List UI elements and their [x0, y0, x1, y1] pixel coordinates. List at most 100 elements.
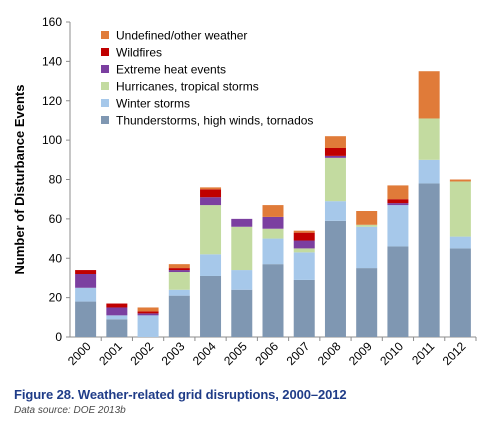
bar-segment: [262, 228, 284, 239]
bar-segment: [262, 205, 284, 217]
figure-caption: Figure 28. Weather-related grid disrupti…: [14, 387, 347, 402]
bar-segment: [168, 272, 190, 290]
bar-segment: [324, 136, 346, 148]
y-tick-label: 140: [42, 54, 62, 68]
x-tick-label: 2004: [190, 339, 219, 368]
bar-segment: [75, 287, 97, 302]
x-tick-label: 2002: [127, 339, 156, 368]
bar-segment: [449, 248, 471, 337]
bar-segment: [168, 270, 190, 273]
bar-segment: [356, 268, 378, 337]
bar-segment: [106, 319, 128, 337]
bar-segment: [262, 238, 284, 265]
bar-segment: [387, 203, 409, 206]
x-tick-label: 2011: [409, 339, 437, 367]
bar-segment: [293, 232, 315, 241]
x-tick-label: 2012: [440, 339, 469, 368]
legend-label: Winter storms: [116, 97, 190, 111]
bar-segment: [137, 315, 159, 337]
bar-segment: [356, 226, 378, 269]
bar-segment: [387, 246, 409, 337]
x-tick-label: 2010: [377, 339, 406, 368]
x-tick-label: 2006: [252, 339, 281, 368]
bar-segment: [418, 183, 440, 337]
bar-segment: [75, 270, 97, 274]
bar-segment: [293, 230, 315, 233]
y-tick-label: 60: [49, 212, 63, 226]
bar-segment: [418, 71, 440, 119]
legend-swatch: [101, 116, 109, 124]
bar-segment: [418, 159, 440, 184]
y-axis-title: Number of Disturbance Events: [12, 85, 27, 275]
bar-segment: [168, 295, 190, 337]
bar-segment: [293, 248, 315, 253]
legend-label: Extreme heat events: [116, 63, 226, 77]
bar-segment: [356, 211, 378, 225]
legend-label: Undefined/other weather: [116, 29, 247, 43]
x-tick-label: 2000: [65, 339, 94, 368]
bar-segment: [168, 268, 190, 271]
bar-segment: [200, 254, 222, 276]
legend-swatch: [101, 48, 109, 56]
stacked-bar-chart: 0 20 40 60 80 100 120 140 160 Number of Disturban…: [12, 15, 477, 368]
bar-segment: [293, 279, 315, 337]
bar-segment: [449, 181, 471, 237]
legend-swatch: [101, 65, 109, 73]
bar-segment: [324, 155, 346, 158]
bar-segment: [262, 216, 284, 229]
y-tick-label: 160: [42, 15, 62, 29]
y-tick-label: 20: [49, 291, 63, 305]
bar-segment: [324, 148, 346, 156]
bar-segment: [418, 118, 440, 160]
bar-segment: [231, 218, 253, 227]
bar-segment: [387, 185, 409, 200]
bar-segment: [137, 307, 159, 312]
bar-segment: [75, 274, 97, 288]
x-tick-label: 2007: [284, 339, 313, 368]
bar-segment: [200, 189, 222, 198]
bar-segment: [137, 313, 159, 316]
y-tick-label: 0: [55, 330, 62, 344]
data-source-note: Data source: DOE 2013b: [14, 405, 126, 416]
bar-segment: [262, 264, 284, 337]
bar-segment: [75, 301, 97, 337]
bar-segment: [106, 315, 128, 320]
bar-segment: [137, 311, 159, 314]
x-tick-label: 2009: [346, 339, 375, 368]
chart-area: 0 20 40 60 80 100 120 140 160 Number of Disturban…: [12, 15, 477, 368]
bar-segment: [324, 220, 346, 337]
bar-segment: [293, 252, 315, 280]
x-tick-label: 2008: [315, 339, 344, 368]
bar-segment: [200, 205, 222, 255]
legend-label: Thunderstorms, high winds, tornados: [116, 114, 313, 128]
y-tick-label: 100: [42, 133, 62, 147]
bar-segment: [200, 197, 222, 206]
bar-segment: [106, 303, 128, 308]
bar-segment: [231, 226, 253, 271]
bar-segment: [231, 289, 253, 337]
x-tick-label: 2005: [221, 339, 250, 368]
bar-segment: [449, 179, 471, 182]
bar-segment: [106, 307, 128, 316]
bar-segment: [168, 264, 190, 269]
legend-label: Hurricanes, tropical storms: [116, 80, 259, 94]
bar-segment: [324, 201, 346, 221]
bar-segment: [324, 157, 346, 202]
bar-segment: [387, 199, 409, 204]
legend-swatch: [101, 82, 109, 90]
legend-swatch: [101, 31, 109, 39]
bar-segment: [449, 236, 471, 249]
y-tick-label: 120: [42, 94, 62, 108]
y-tick-label: 80: [49, 173, 63, 187]
x-tick-label: 2001: [96, 339, 125, 368]
y-tick-label: 40: [49, 251, 63, 265]
bar-segment: [231, 270, 253, 290]
bar-segment: [200, 275, 222, 337]
legend-swatch: [101, 99, 109, 107]
bar-segment: [356, 224, 378, 227]
bar-segment: [293, 240, 315, 249]
x-tick-label: 2003: [159, 339, 188, 368]
bar-segment: [200, 187, 222, 190]
bar-segment: [168, 289, 190, 296]
bar-segment: [387, 205, 409, 247]
